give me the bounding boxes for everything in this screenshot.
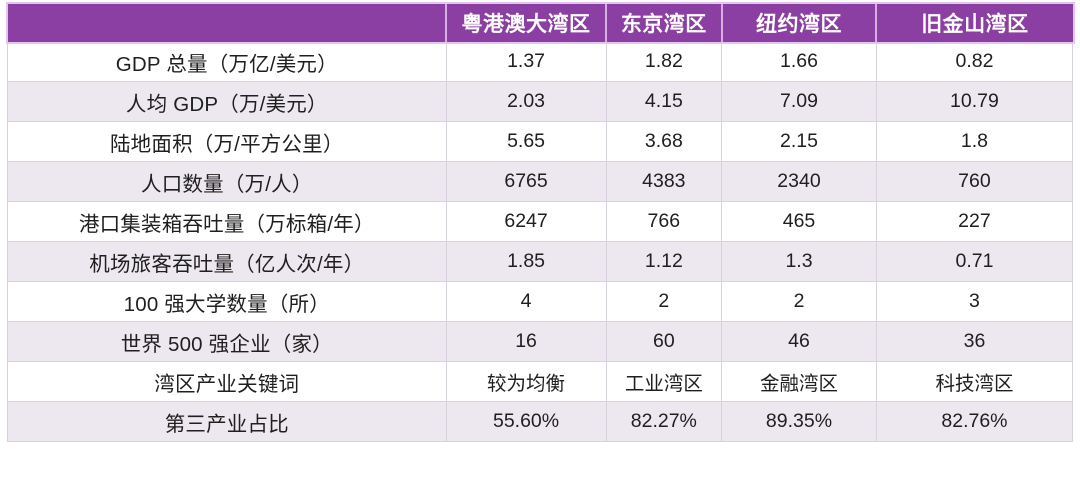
cell-sf: 科技湾区 xyxy=(876,361,1074,402)
table-row: 100 强大学数量（所） 4 2 2 3 xyxy=(7,281,1074,322)
table-row: 第三产业占比 55.60% 82.27% 89.35% 82.76% xyxy=(7,401,1074,442)
row-label: 湾区产业关键词 xyxy=(7,361,447,402)
cell-gba: 55.60% xyxy=(446,401,607,442)
cell-ny: 2340 xyxy=(721,161,877,202)
cell-ny: 金融湾区 xyxy=(721,361,877,402)
cell-ny: 7.09 xyxy=(721,81,877,122)
table-row: 机场旅客吞吐量（亿人次/年） 1.85 1.12 1.3 0.71 xyxy=(7,241,1074,282)
cell-sf: 227 xyxy=(876,201,1074,242)
table-body: GDP 总量（万亿/美元） 1.37 1.82 1.66 0.82 人均 GDP… xyxy=(7,42,1074,442)
table-row: GDP 总量（万亿/美元） 1.37 1.82 1.66 0.82 xyxy=(7,42,1074,82)
cell-tokyo: 3.68 xyxy=(606,121,723,162)
table-header: 粤港澳大湾区 东京湾区 纽约湾区 旧金山湾区 xyxy=(5,2,1075,44)
table-row: 世界 500 强企业（家） 16 60 46 36 xyxy=(7,321,1074,362)
cell-gba: 4 xyxy=(446,281,607,322)
cell-tokyo: 1.82 xyxy=(606,42,723,82)
cell-sf: 0.82 xyxy=(876,42,1074,82)
cell-tokyo: 1.12 xyxy=(606,241,723,282)
column-header-ny: 纽约湾区 xyxy=(721,4,878,42)
cell-sf: 0.71 xyxy=(876,241,1074,282)
cell-tokyo: 766 xyxy=(606,201,723,242)
cell-sf: 3 xyxy=(876,281,1074,322)
cell-ny: 89.35% xyxy=(721,401,877,442)
row-label: 第三产业占比 xyxy=(7,401,447,442)
cell-ny: 1.3 xyxy=(721,241,877,282)
table-row: 港口集装箱吞吐量（万标箱/年） 6247 766 465 227 xyxy=(7,201,1074,242)
cell-ny: 1.66 xyxy=(721,42,877,82)
row-label: 人口数量（万/人） xyxy=(7,161,447,202)
cell-sf: 36 xyxy=(876,321,1074,362)
row-label: 100 强大学数量（所） xyxy=(7,281,447,322)
cell-gba: 1.85 xyxy=(446,241,607,282)
cell-ny: 465 xyxy=(721,201,877,242)
row-label: 机场旅客吞吐量（亿人次/年） xyxy=(7,241,447,282)
cell-gba: 较为均衡 xyxy=(446,361,607,402)
cell-gba: 2.03 xyxy=(446,81,607,122)
cell-ny: 2.15 xyxy=(721,121,877,162)
cell-tokyo: 4.15 xyxy=(606,81,723,122)
cell-gba: 6765 xyxy=(446,161,607,202)
row-label: 陆地面积（万/平方公里） xyxy=(7,121,447,162)
cell-tokyo: 82.27% xyxy=(606,401,723,442)
cell-gba: 5.65 xyxy=(446,121,607,162)
cell-sf: 82.76% xyxy=(876,401,1074,442)
cell-sf: 760 xyxy=(876,161,1074,202)
cell-ny: 46 xyxy=(721,321,877,362)
row-label: GDP 总量（万亿/美元） xyxy=(7,42,447,82)
cell-tokyo: 60 xyxy=(606,321,723,362)
table-row: 陆地面积（万/平方公里） 5.65 3.68 2.15 1.8 xyxy=(7,121,1074,162)
cell-tokyo: 4383 xyxy=(606,161,723,202)
row-label: 世界 500 强企业（家） xyxy=(7,321,447,362)
column-header-label xyxy=(7,4,448,42)
cell-ny: 2 xyxy=(721,281,877,322)
cell-sf: 10.79 xyxy=(876,81,1074,122)
cell-tokyo: 2 xyxy=(606,281,723,322)
column-header-gba: 粤港澳大湾区 xyxy=(446,4,608,42)
cell-gba: 6247 xyxy=(446,201,607,242)
cell-gba: 1.37 xyxy=(446,42,607,82)
column-header-sf: 旧金山湾区 xyxy=(876,4,1073,42)
table-header-row: 粤港澳大湾区 东京湾区 纽约湾区 旧金山湾区 xyxy=(5,2,1075,44)
table-row: 人口数量（万/人） 6765 4383 2340 760 xyxy=(7,161,1074,202)
row-label: 人均 GDP（万/美元） xyxy=(7,81,447,122)
cell-sf: 1.8 xyxy=(876,121,1074,162)
bay-area-comparison-table: 粤港澳大湾区 东京湾区 纽约湾区 旧金山湾区 GDP 总量（万亿/美元） 1.3… xyxy=(5,2,1075,442)
column-header-tokyo: 东京湾区 xyxy=(606,4,723,42)
table-row: 湾区产业关键词 较为均衡 工业湾区 金融湾区 科技湾区 xyxy=(7,361,1074,402)
cell-gba: 16 xyxy=(446,321,607,362)
row-label: 港口集装箱吞吐量（万标箱/年） xyxy=(7,201,447,242)
cell-tokyo: 工业湾区 xyxy=(606,361,723,402)
table-row: 人均 GDP（万/美元） 2.03 4.15 7.09 10.79 xyxy=(7,81,1074,122)
